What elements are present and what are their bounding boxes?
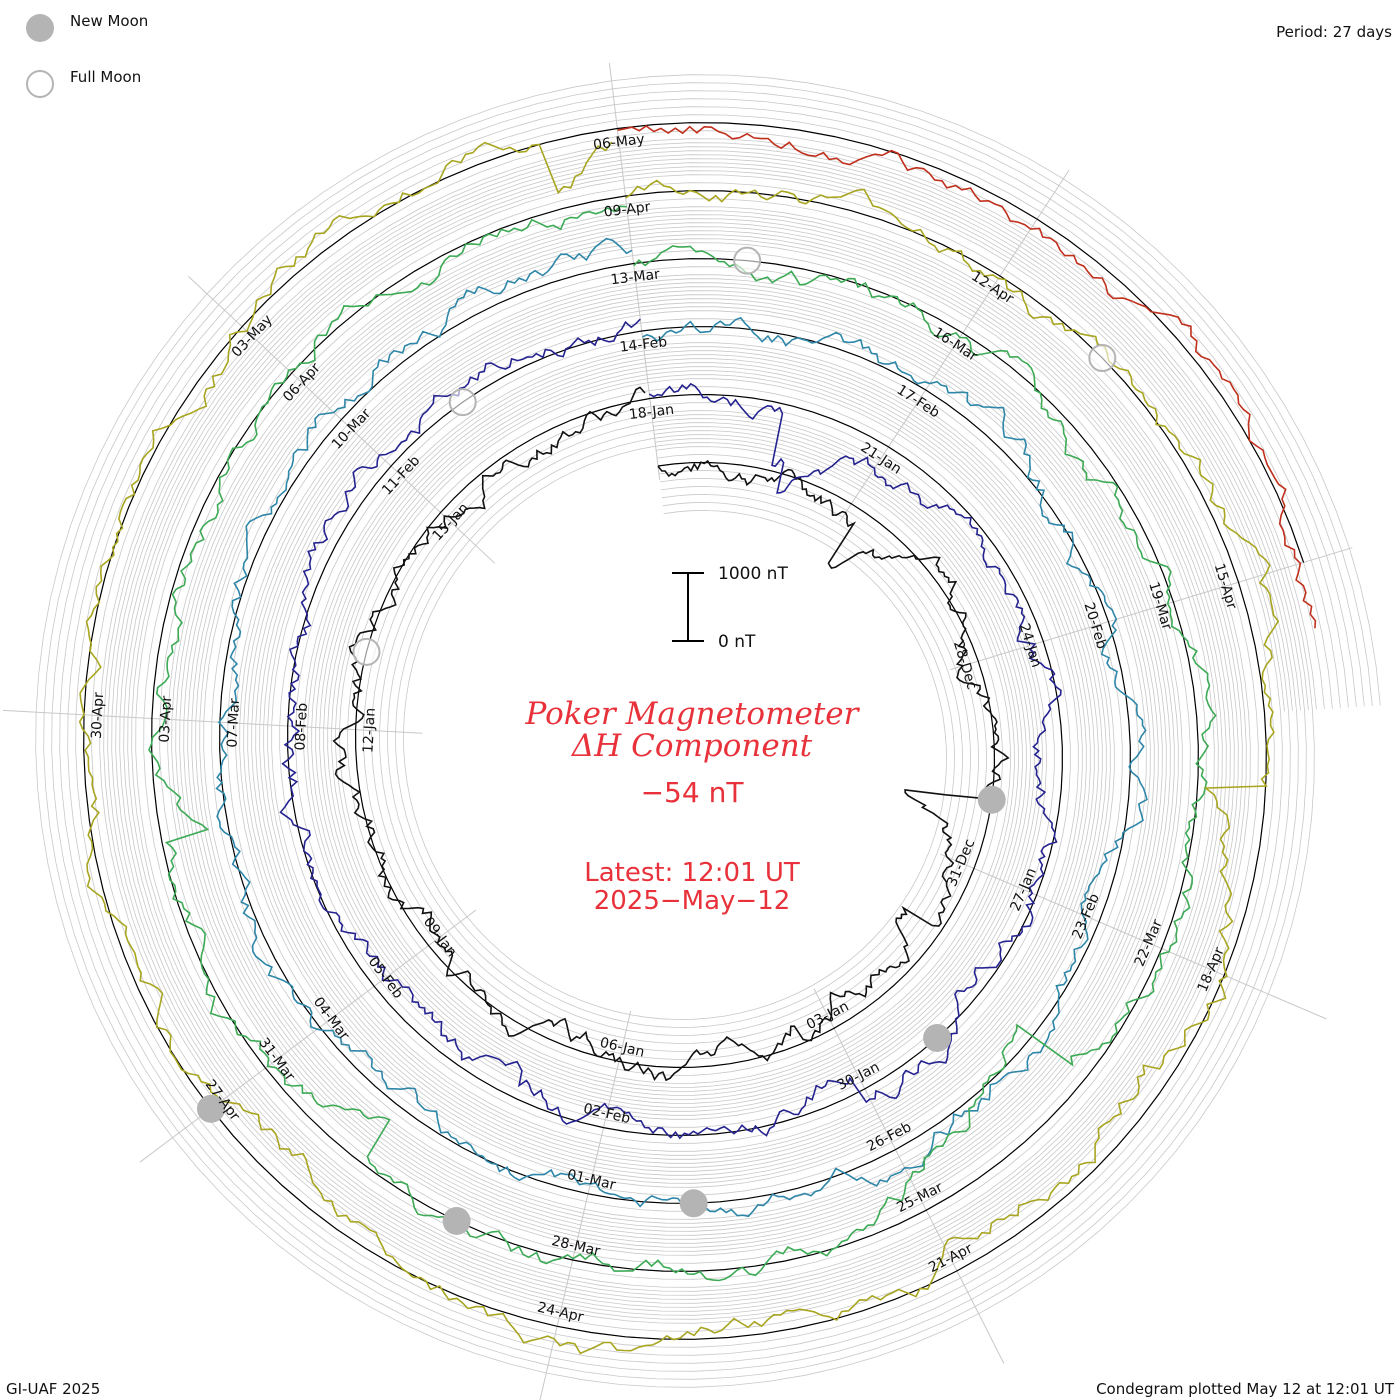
new-moon-marker: [923, 1023, 952, 1052]
day-spoke: [813, 988, 1005, 1364]
date-label: 06-Jan: [598, 1035, 646, 1061]
full-moon-marker: [352, 637, 381, 666]
full-moon-marker: [733, 246, 762, 275]
legend-full-moon-label: Full Moon: [70, 68, 142, 86]
day-spoke: [2, 709, 423, 734]
grid-spiral: [51, 90, 1365, 1372]
grid-layer: [35, 74, 1381, 1388]
trace-ring-5: [617, 125, 1317, 629]
legend-full-moon: Full Moon: [26, 68, 148, 100]
baselines: [83, 122, 1305, 1340]
date-label: 30-Apr: [89, 692, 108, 740]
footer-credit: GI-UAF 2025: [6, 1380, 101, 1398]
new-moon-marker: [442, 1206, 471, 1235]
latest-date: 2025−May−12: [593, 886, 791, 916]
grid-spiral: [43, 82, 1373, 1380]
date-label: 20-Feb: [1080, 601, 1109, 651]
date-label: 08-Feb: [292, 702, 311, 751]
new-moon-marker: [977, 785, 1006, 814]
date-label: 21-Apr: [926, 1241, 975, 1277]
date-label: 13-Mar: [610, 266, 661, 288]
full-moon-marker: [448, 388, 477, 417]
date-label: 23-Feb: [1069, 891, 1102, 941]
day-spoke: [139, 909, 477, 1163]
date-label: 10-Mar: [329, 406, 375, 453]
trace-ring-2: [215, 237, 1148, 1218]
grid-spiral: [107, 146, 1309, 1316]
grid-spiral: [59, 98, 1357, 1364]
moon-markers: [196, 246, 1117, 1235]
new-moon-marker: [679, 1189, 708, 1218]
date-label: 06-May: [592, 131, 645, 153]
date-label: 24-Jan: [1016, 622, 1044, 670]
new-moon-icon: [26, 14, 54, 42]
period-label: Period: 27 days: [1276, 23, 1392, 41]
date-label: 18-Apr: [1195, 945, 1228, 995]
current-value: −54 nT: [640, 776, 744, 809]
date-label: 01-Mar: [565, 1167, 617, 1194]
grid-spiral: [99, 138, 1317, 1324]
date-label: 03-Apr: [157, 695, 176, 743]
date-label: 24-Apr: [536, 1300, 585, 1326]
date-label: 25-Mar: [894, 1179, 945, 1216]
full-moon-marker: [1088, 344, 1117, 373]
grid-spiral: [91, 130, 1325, 1332]
grid-spiral: [35, 74, 1381, 1388]
trace-ring-4: [78, 141, 1280, 1355]
date-label: 12-Jan: [360, 707, 378, 753]
moon-legend: New Moon Full Moon: [26, 12, 148, 124]
date-label: 17-Feb: [894, 382, 943, 421]
grid-spiral: [75, 114, 1341, 1348]
scale-bottom-label: 0 nT: [718, 632, 756, 652]
trace-ring-1: [279, 318, 1062, 1140]
baseline-spiral: [83, 122, 1305, 1340]
footer-plotted: Condegram plotted May 12 at 12:01 UT: [1096, 1380, 1394, 1398]
grid-spiral: [131, 170, 1285, 1292]
latest-time: Latest: 12:01 UT: [584, 858, 800, 888]
day-spoke: [539, 1010, 632, 1400]
day-spoke: [608, 62, 661, 481]
date-label: 02-Feb: [582, 1101, 632, 1127]
date-label: 14-Feb: [619, 334, 668, 356]
date-label: 07-Mar: [224, 698, 243, 748]
day-spoke: [950, 547, 1353, 671]
scale-top-label: 1000 nT: [718, 564, 788, 584]
scale-bar: 1000 nT 0 nT: [672, 564, 788, 652]
date-label: 16-Mar: [930, 325, 980, 365]
grid-spiral: [67, 106, 1349, 1356]
full-moon-icon: [26, 70, 54, 98]
date-label: 03-Jan: [804, 998, 852, 1033]
legend-new-moon: New Moon: [26, 12, 148, 44]
grid-spiral: [115, 154, 1301, 1308]
traces: [78, 125, 1317, 1355]
chart-subtitle: ΔH Component: [571, 728, 813, 764]
chart-title: Poker Magnetometer: [525, 696, 859, 732]
legend-new-moon-label: New Moon: [70, 12, 149, 30]
date-label: 18-Jan: [628, 402, 675, 423]
trace-ring-3: [148, 205, 1217, 1282]
new-moon-marker: [196, 1094, 225, 1123]
date-label: 26-Feb: [864, 1119, 914, 1155]
date-label: 27-Jan: [1008, 866, 1040, 914]
date-label: 09-Apr: [603, 199, 652, 221]
trace-ring-0: [332, 386, 1010, 1082]
day-spoke: [940, 853, 1327, 1020]
grid-spiral: [123, 162, 1293, 1300]
